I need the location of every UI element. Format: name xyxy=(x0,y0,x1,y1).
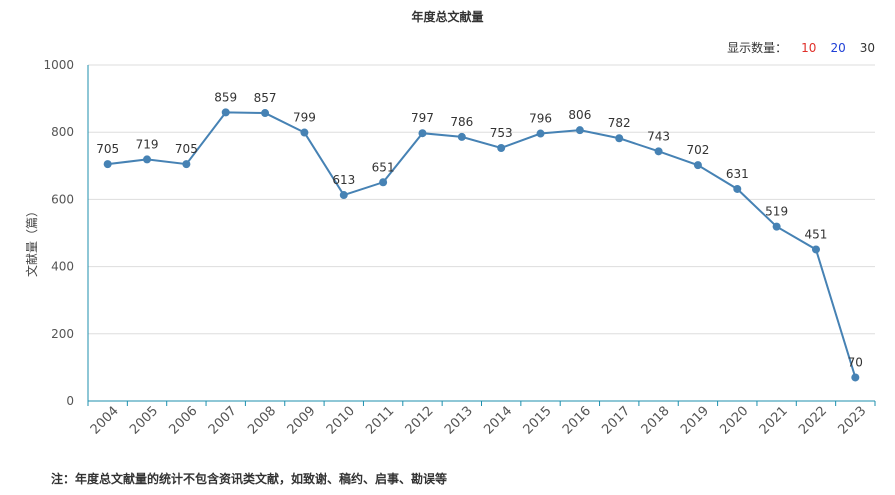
data-label: 857 xyxy=(254,91,277,105)
data-point xyxy=(811,245,820,254)
data-label: 702 xyxy=(686,143,709,157)
data-point xyxy=(182,160,191,169)
x-tick-label: 2017 xyxy=(599,404,633,438)
data-point xyxy=(536,129,545,138)
data-label: 705 xyxy=(175,142,198,156)
data-label: 70 xyxy=(848,355,863,369)
data-point xyxy=(418,129,427,138)
x-tick-label: 2015 xyxy=(521,404,555,438)
data-point xyxy=(143,155,152,164)
data-point xyxy=(654,147,663,156)
data-point xyxy=(693,161,702,170)
x-tick-label: 2006 xyxy=(167,404,201,438)
display-count-control: 显示数量： 10 20 30 xyxy=(727,39,875,56)
display-count-option-10[interactable]: 10 xyxy=(801,40,817,55)
x-tick-label: 2007 xyxy=(206,404,240,438)
data-label: 651 xyxy=(372,160,395,174)
y-tick-label: 800 xyxy=(51,125,74,139)
data-point xyxy=(772,222,781,231)
data-point xyxy=(457,132,466,141)
chart-title: 年度总文献量 xyxy=(411,10,484,24)
data-point xyxy=(103,160,112,169)
x-tick-label: 2004 xyxy=(88,404,122,438)
data-label: 799 xyxy=(293,111,316,125)
y-tick-label: 0 xyxy=(66,394,74,408)
x-tick-label: 2009 xyxy=(285,404,319,438)
display-count-label: 显示数量： xyxy=(727,41,788,55)
data-label: 796 xyxy=(529,112,552,126)
y-tick-label: 400 xyxy=(51,260,74,274)
data-label: 753 xyxy=(490,126,513,140)
x-tick-label: 2018 xyxy=(639,404,673,438)
data-label: 786 xyxy=(450,115,473,129)
x-tick-label: 2016 xyxy=(560,404,594,438)
data-point xyxy=(339,191,348,200)
x-tick-label: 2011 xyxy=(363,404,397,438)
y-tick-label: 1000 xyxy=(43,58,74,72)
x-tick-label: 2020 xyxy=(717,404,751,438)
data-point xyxy=(851,373,860,382)
data-label: 797 xyxy=(411,111,434,125)
x-tick-label: 2021 xyxy=(757,404,791,438)
data-point xyxy=(221,108,230,117)
data-point xyxy=(615,134,624,143)
x-tick-label: 2012 xyxy=(403,404,437,438)
x-tick-label: 2010 xyxy=(324,404,358,438)
data-label: 719 xyxy=(136,137,159,151)
data-label: 782 xyxy=(608,116,631,130)
data-label: 859 xyxy=(214,90,237,104)
x-tick-label: 2008 xyxy=(245,404,279,438)
data-label: 631 xyxy=(726,167,749,181)
data-label: 806 xyxy=(568,108,591,122)
x-tick-label: 2013 xyxy=(442,404,476,438)
y-tick-label: 600 xyxy=(51,192,74,206)
y-tick-label: 200 xyxy=(51,327,74,341)
data-point xyxy=(300,128,309,137)
data-point xyxy=(733,184,742,193)
data-label: 705 xyxy=(96,142,119,156)
x-tick-label: 2014 xyxy=(481,404,515,438)
display-count-option-20[interactable]: 20 xyxy=(830,40,846,55)
data-label: 743 xyxy=(647,129,670,143)
y-axis-title: 文献量（篇） xyxy=(24,205,39,277)
x-tick-label: 2019 xyxy=(678,404,712,438)
series-line xyxy=(107,111,857,378)
data-label: 451 xyxy=(805,227,828,241)
display-count-option-30[interactable]: 30 xyxy=(859,40,875,55)
data-point xyxy=(261,109,270,118)
x-tick-label: 2022 xyxy=(796,404,830,438)
data-label: 613 xyxy=(332,173,355,187)
data-label: 519 xyxy=(765,205,788,219)
x-tick-label: 2023 xyxy=(835,404,869,438)
data-point xyxy=(575,126,584,135)
footnote: 注：年度总文献量的统计不包含资讯类文献，如致谢、稿约、启事、勘误等 xyxy=(51,472,448,486)
data-point xyxy=(497,143,506,152)
x-tick-label: 2005 xyxy=(127,404,161,438)
data-point xyxy=(379,178,388,187)
